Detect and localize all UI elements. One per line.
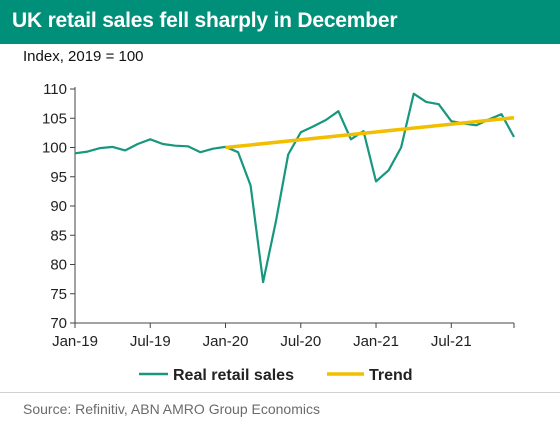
legend-label-real-retail-sales: Real retail sales [173,367,294,384]
source-note: Source: Refinitiv, ABN AMRO Group Econom… [23,401,320,417]
x-tick-label: Jan-19 [52,333,98,350]
y-tick-label: 90 [50,198,67,215]
y-tick-label: 85 [50,227,67,244]
series-line-trend [225,115,515,150]
x-tick-label: Jan-21 [353,333,399,350]
line-chart: 70 75 80 85 90 95 100 105 110 Jan-19 Jul-19 Jan-20… [42,81,515,384]
legend-label-trend: Trend [369,367,413,384]
x-tick-label: Jul-21 [431,333,472,350]
title-bar: UK retail sales fell sharply in December [0,0,560,44]
x-axis: Jan-19 Jul-19 Jan-20 Jul-20 Jan-21 Jul-21 [52,322,515,350]
y-tick-label: 80 [50,257,67,274]
chart-title: UK retail sales fell sharply in December [12,9,398,32]
x-tick-label: Jul-20 [280,333,321,350]
legend: Real retail sales Trend [139,367,413,384]
y-tick-label: 100 [42,140,67,157]
y-tick-label: 70 [50,315,67,332]
chart-subtitle: Index, 2019 = 100 [23,48,144,65]
y-tick-label: 95 [50,169,67,186]
series-line-real-retail-sales [74,92,515,284]
x-tick-label: Jan-20 [203,333,249,350]
y-tick-label: 110 [43,81,67,98]
footer-divider [0,392,560,393]
y-tick-label: 105 [42,110,67,127]
x-tick-label: Jul-19 [130,333,171,350]
y-axis: 70 75 80 85 90 95 100 105 110 [42,81,76,332]
y-tick-label: 75 [50,286,67,303]
series-layer [74,92,515,284]
